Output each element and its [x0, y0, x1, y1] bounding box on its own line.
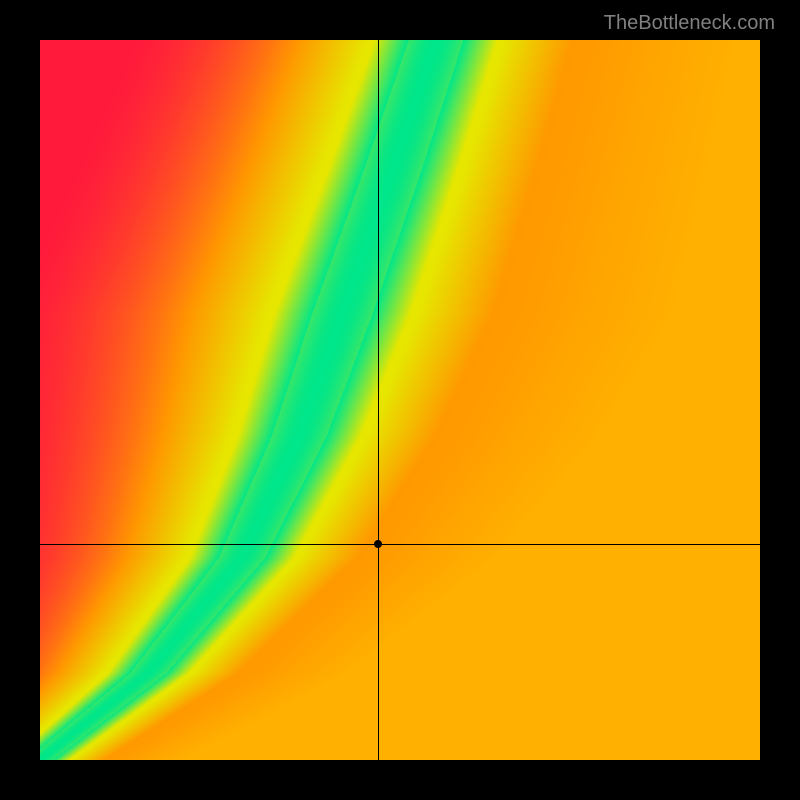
watermark-text: TheBottleneck.com [604, 12, 775, 35]
crosshair-horizontal [40, 544, 760, 545]
heatmap-canvas [40, 40, 760, 760]
crosshair-marker [374, 540, 382, 548]
heatmap-plot [40, 40, 760, 760]
crosshair-vertical [378, 40, 379, 760]
